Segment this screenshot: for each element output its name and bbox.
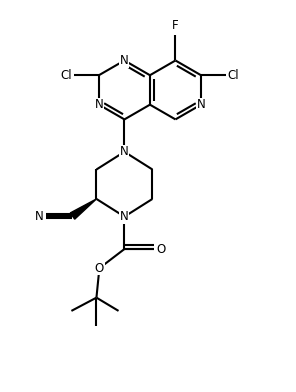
Text: N: N: [120, 145, 129, 158]
Text: N: N: [94, 98, 103, 111]
Text: Cl: Cl: [61, 69, 73, 82]
Text: O: O: [95, 262, 104, 275]
Text: F: F: [172, 19, 179, 32]
Text: Cl: Cl: [228, 69, 239, 82]
Text: N: N: [120, 54, 129, 67]
Polygon shape: [70, 199, 96, 219]
Text: N: N: [35, 210, 44, 223]
Text: O: O: [156, 243, 165, 256]
Text: N: N: [120, 210, 129, 223]
Text: N: N: [197, 98, 205, 111]
